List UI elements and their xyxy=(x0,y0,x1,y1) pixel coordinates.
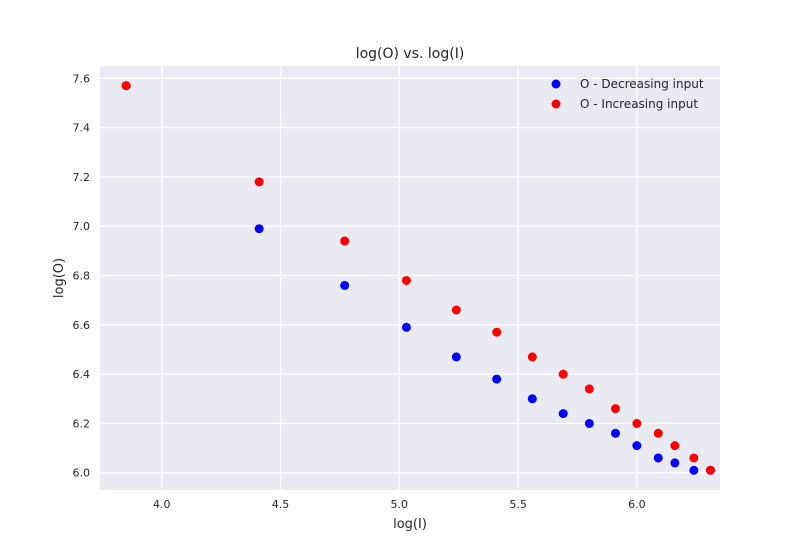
data-point-decreasing xyxy=(632,441,642,451)
x-tick-label: 6.0 xyxy=(628,498,646,511)
chart-title: log(O) vs. log(I) xyxy=(356,46,465,62)
data-point-increasing xyxy=(254,177,264,187)
data-point-decreasing xyxy=(527,394,537,404)
y-tick-label: 6.8 xyxy=(73,270,91,283)
x-tick-label: 5.0 xyxy=(391,498,409,511)
data-point-decreasing xyxy=(689,465,699,475)
data-point-increasing xyxy=(632,418,642,428)
y-tick-label: 7.6 xyxy=(73,72,91,85)
data-point-decreasing xyxy=(610,428,620,438)
legend: O - Decreasing input O - Increasing inpu… xyxy=(551,77,704,111)
data-point-increasing xyxy=(340,236,350,246)
data-point-increasing xyxy=(705,465,715,475)
data-point-increasing xyxy=(610,404,620,414)
y-tick-label: 7.4 xyxy=(73,122,91,135)
data-point-increasing xyxy=(584,384,594,394)
grid xyxy=(100,66,720,490)
x-tick-label: 5.5 xyxy=(509,498,527,511)
x-axis-label: log(I) xyxy=(393,517,427,532)
y-tick-label: 6.4 xyxy=(73,368,91,381)
legend-label-decreasing: O - Decreasing input xyxy=(580,77,704,91)
legend-marker-increasing xyxy=(551,99,561,109)
y-tick-label: 7.0 xyxy=(73,220,91,233)
y-tick-label: 7.2 xyxy=(73,171,91,184)
y-tick-labels: 6.0 6.2 6.4 6.6 6.8 7.0 7.2 7.4 7.6 xyxy=(73,72,91,479)
legend-label-increasing: O - Increasing input xyxy=(580,97,698,111)
y-axis-label: log(O) xyxy=(52,258,67,298)
data-point-increasing xyxy=(492,327,502,337)
y-tick-label: 6.0 xyxy=(73,467,91,480)
data-point-decreasing xyxy=(254,224,264,234)
data-point-increasing xyxy=(121,81,131,91)
data-point-decreasing xyxy=(670,458,680,468)
data-point-decreasing xyxy=(340,280,350,290)
data-point-decreasing xyxy=(558,409,568,419)
data-point-decreasing xyxy=(492,374,502,384)
data-point-increasing xyxy=(689,453,699,463)
data-point-decreasing xyxy=(584,418,594,428)
data-point-decreasing xyxy=(401,322,411,332)
data-point-decreasing xyxy=(653,453,663,463)
data-point-increasing xyxy=(670,441,680,451)
data-point-increasing xyxy=(527,352,537,362)
x-tick-label: 4.5 xyxy=(272,498,290,511)
legend-marker-decreasing xyxy=(551,79,561,89)
data-point-decreasing xyxy=(451,352,461,362)
data-point-increasing xyxy=(451,305,461,315)
data-point-increasing xyxy=(558,369,568,379)
data-point-increasing xyxy=(401,275,411,285)
x-tick-labels: 4.0 4.5 5.0 5.5 6.0 xyxy=(153,498,646,511)
y-tick-label: 6.2 xyxy=(73,417,91,430)
data-point-increasing xyxy=(653,428,663,438)
x-tick-label: 4.0 xyxy=(153,498,171,511)
y-tick-label: 6.6 xyxy=(73,319,91,332)
data-points xyxy=(121,81,715,475)
